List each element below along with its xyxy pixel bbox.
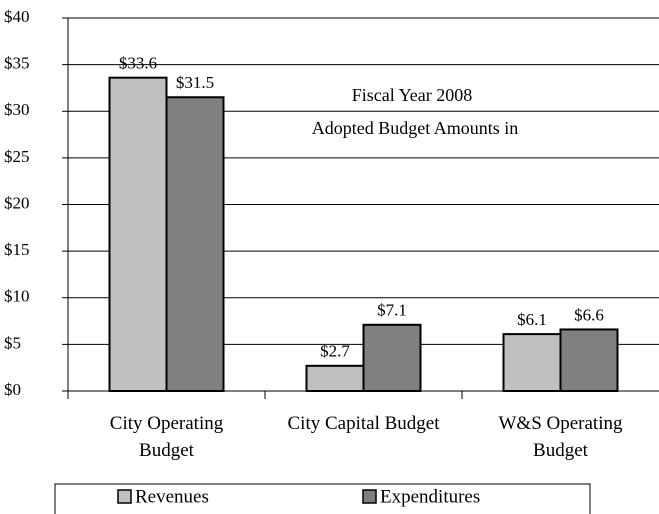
bar xyxy=(165,96,225,392)
legend-box xyxy=(54,483,591,514)
y-tick-label: $25 xyxy=(4,147,30,166)
y-tick-label: $5 xyxy=(4,333,21,352)
y-tick-label: $15 xyxy=(4,240,30,259)
data-label: $6.1 xyxy=(517,310,547,329)
legend-label: Revenues xyxy=(135,486,209,507)
bar xyxy=(108,76,168,393)
data-label: $33.6 xyxy=(119,54,157,73)
data-label: $2.7 xyxy=(320,342,350,361)
y-tick-label: $20 xyxy=(4,193,30,212)
y-tick-label: $40 xyxy=(4,7,30,26)
x-tick-label: City Operating Budget xyxy=(109,413,224,461)
y-tick-label: $30 xyxy=(4,100,30,119)
y-tick-label: $10 xyxy=(4,287,30,306)
chart-subtitle: Adopted Budget Amounts in xyxy=(312,118,519,138)
legend-swatch xyxy=(117,489,132,504)
legend-swatch xyxy=(362,489,377,504)
bar xyxy=(559,328,619,392)
x-tick-label: City Capital Budget xyxy=(287,413,440,434)
data-label: $31.5 xyxy=(176,73,214,92)
bar xyxy=(305,364,365,393)
bar xyxy=(502,333,562,392)
y-tick-label: $35 xyxy=(4,54,30,73)
data-label: $6.6 xyxy=(574,305,604,324)
legend-label: Expenditures xyxy=(380,486,480,507)
y-tick-label: $0 xyxy=(4,380,21,399)
bar xyxy=(362,323,422,393)
x-tick-label: W&S Operating Budget xyxy=(498,413,623,461)
data-label: $7.1 xyxy=(377,301,407,320)
chart-title: Fiscal Year 2008 xyxy=(352,85,473,105)
